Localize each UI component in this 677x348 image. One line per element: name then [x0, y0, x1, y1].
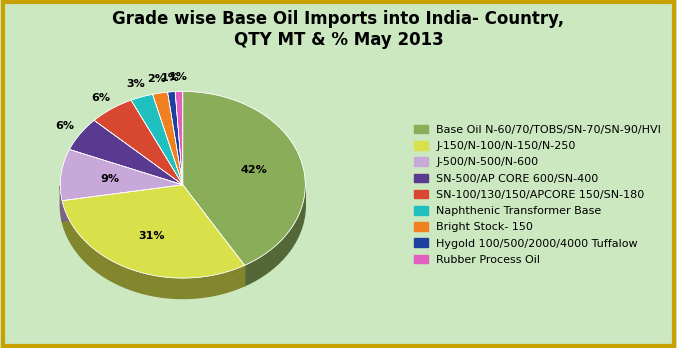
- Text: 3%: 3%: [126, 79, 145, 89]
- Polygon shape: [94, 100, 183, 185]
- Polygon shape: [60, 186, 62, 221]
- Text: 2%: 2%: [147, 74, 166, 84]
- Ellipse shape: [60, 112, 305, 299]
- Text: 31%: 31%: [139, 230, 165, 240]
- Polygon shape: [168, 92, 183, 185]
- Text: 9%: 9%: [100, 174, 119, 184]
- Text: 42%: 42%: [240, 165, 267, 175]
- Text: 6%: 6%: [91, 93, 110, 103]
- Polygon shape: [183, 185, 244, 286]
- Polygon shape: [175, 92, 183, 185]
- Legend: Base Oil N-60/70/TOBS/SN-70/SN-90/HVI, J-150/N-100/N-150/N-250, J-500/N-500/N-60: Base Oil N-60/70/TOBS/SN-70/SN-90/HVI, J…: [411, 121, 665, 268]
- Text: 1%: 1%: [160, 73, 179, 83]
- Polygon shape: [244, 188, 305, 286]
- Polygon shape: [183, 185, 244, 286]
- Polygon shape: [70, 120, 183, 185]
- Polygon shape: [183, 92, 305, 266]
- Polygon shape: [62, 201, 244, 299]
- Polygon shape: [62, 185, 183, 221]
- Polygon shape: [152, 92, 183, 185]
- Polygon shape: [62, 185, 183, 221]
- Polygon shape: [62, 185, 244, 278]
- Polygon shape: [131, 94, 183, 185]
- Text: Grade wise Base Oil Imports into India- Country,
QTY MT & % May 2013: Grade wise Base Oil Imports into India- …: [112, 10, 565, 49]
- Text: 1%: 1%: [169, 72, 188, 82]
- Text: 6%: 6%: [55, 121, 74, 131]
- Polygon shape: [60, 149, 183, 201]
